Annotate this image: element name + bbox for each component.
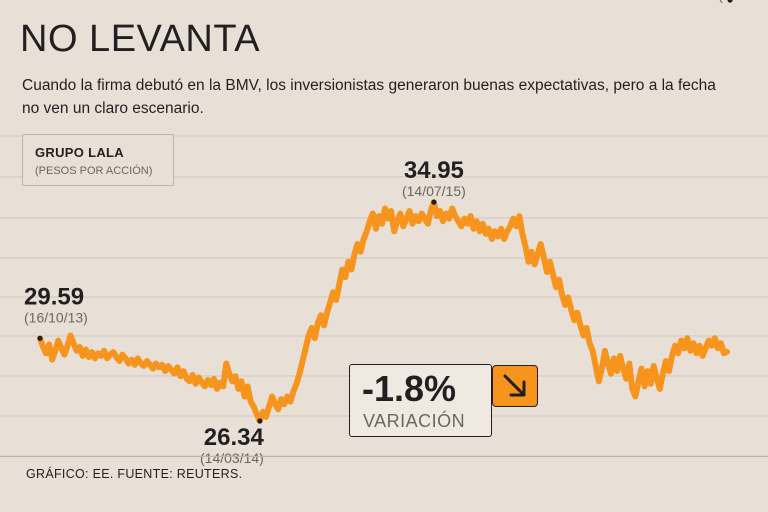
annotation-value: 29.06 (720, 0, 768, 6)
variation-box: -1.8% VARIACIÓN (349, 364, 492, 437)
annotation-dot (257, 418, 263, 424)
annotation-date: (03/03/15) (718, 0, 768, 3)
annotation-value: 29.59 (24, 283, 84, 310)
annotation-dot (431, 199, 437, 205)
annotation-dot (727, 0, 733, 3)
series-line (37, 199, 730, 424)
page-title: NO LEVANTA (20, 18, 261, 60)
legend-box: GRUPO LALA (PESOS POR ACCIÓN) (22, 134, 174, 186)
annotation-value: 26.34 (204, 424, 265, 451)
price-series (37, 199, 730, 424)
footer-divider (0, 456, 768, 457)
arrow-down-right-icon (492, 365, 538, 407)
variation-label: VARIACIÓN (363, 411, 466, 431)
subtitle: Cuando la firma debutó en la BMV, los in… (22, 77, 716, 117)
annotation-value: 34.95 (404, 157, 464, 184)
annotation-date: (14/03/14) (200, 450, 264, 466)
annotation-date: (14/07/15) (402, 183, 466, 199)
legend-unit: (PESOS POR ACCIÓN) (35, 165, 153, 177)
variation-value: -1.8% (362, 368, 457, 409)
annotation-dot (37, 335, 43, 341)
annotations: 29.59(16/10/13) 26.34(14/03/14) 34.95(14/0… (24, 0, 768, 466)
footer-source: GRÁFICO: EE. FUENTE: REUTERS. (26, 467, 243, 481)
legend-series-name: GRUPO LALA (35, 145, 124, 160)
annotation-date: (16/10/13) (24, 309, 88, 325)
